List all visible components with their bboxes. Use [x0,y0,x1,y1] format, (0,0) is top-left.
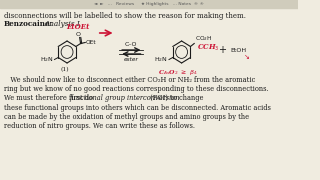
Text: (1): (1) [61,67,69,72]
Text: +: + [218,45,226,55]
Text: OEt: OEt [86,40,96,45]
Text: O: O [76,32,81,37]
Text: CO$_2$H: CO$_2$H [195,34,212,42]
Text: H$_2$N: H$_2$N [40,55,53,64]
Text: H$_2$N: H$_2$N [154,55,168,64]
Text: these functional groups into others which can be disconnected. Aromatic acids: these functional groups into others whic… [4,104,271,112]
Text: functional group interconversion: functional group interconversion [70,94,180,102]
Text: C$_A$$_s$O$_2$ $\geq$ $\beta_4$: C$_A$$_s$O$_2$ $\geq$ $\beta_4$ [158,68,198,77]
Text: We should now like to disconnect either CO₂H or NH₂ from the aromatic: We should now like to disconnect either … [4,76,255,84]
Text: Benzocaine:: Benzocaine: [4,20,53,28]
Text: EtOEt: EtOEt [67,23,90,31]
Bar [0,0,298,8]
Text: CCH$_3$: CCH$_3$ [196,43,219,53]
Text: ester: ester [124,57,139,62]
Text: disconnections will be labelled to show the reason for making them.: disconnections will be labelled to show … [4,12,246,20]
Text: C–O: C–O [125,42,138,47]
Text: EtOH: EtOH [230,48,246,53]
Text: Analysis I: Analysis I [45,20,80,28]
Text: ring but we know of no good reactions corresponding to these disconnections.: ring but we know of no good reactions co… [4,85,268,93]
Text: We must therefore first do: We must therefore first do [4,94,95,102]
Text: can be made by the oxidation of methyl groups and amino groups by the: can be made by the oxidation of methyl g… [4,113,249,121]
Text: (FGI) to change: (FGI) to change [148,94,203,102]
Text: ↘: ↘ [244,54,250,60]
Text: reduction of nitro groups. We can write these as follows.: reduction of nitro groups. We can write … [4,122,195,130]
Text: ◄  ►   …   Reviews     ★ Highlights   … Notes  ® ®: ◄ ► … Reviews ★ Highlights … Notes ® ® [94,2,204,6]
